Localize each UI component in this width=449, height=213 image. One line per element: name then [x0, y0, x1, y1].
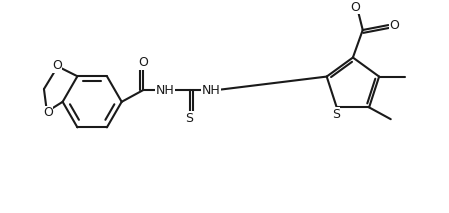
Text: S: S: [185, 112, 194, 125]
Text: O: O: [52, 59, 62, 72]
Text: NH: NH: [202, 83, 220, 96]
Text: O: O: [389, 19, 399, 32]
Text: O: O: [350, 1, 360, 14]
Text: O: O: [43, 106, 53, 119]
Text: O: O: [138, 56, 148, 69]
Text: NH: NH: [156, 83, 174, 96]
Text: S: S: [332, 108, 340, 121]
